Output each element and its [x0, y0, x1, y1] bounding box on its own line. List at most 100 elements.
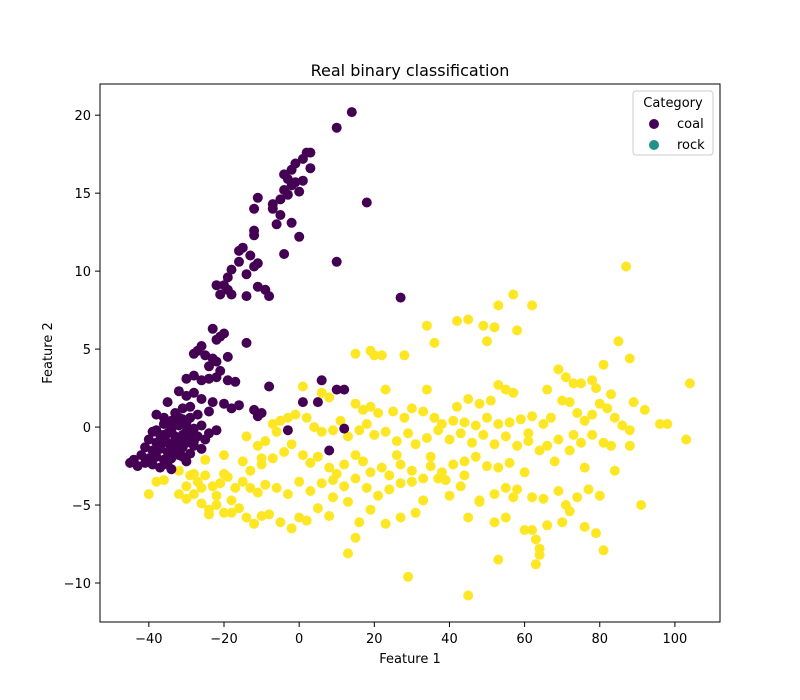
point-series-0-45 — [222, 284, 233, 295]
point-series-0-152 — [151, 425, 162, 436]
point-series-1-74 — [662, 419, 673, 429]
point-series-1-167 — [395, 478, 406, 489]
point-series-1-154 — [252, 487, 263, 498]
point-series-1-199 — [286, 523, 297, 534]
point-series-1-203 — [324, 511, 335, 521]
y-tick-label: −5 — [72, 499, 91, 514]
point-series-1-185 — [173, 489, 184, 500]
point-series-0-133 — [125, 457, 136, 468]
point-series-1-232 — [463, 590, 474, 601]
point-series-1-72 — [639, 404, 650, 415]
point-series-0-69 — [230, 376, 241, 387]
point-series-0-154 — [177, 451, 188, 462]
point-series-1-48 — [406, 403, 417, 414]
point-series-0-48 — [395, 292, 406, 303]
point-series-1-187 — [188, 489, 199, 500]
point-series-1-65 — [579, 415, 590, 426]
point-series-1-248 — [636, 500, 647, 510]
point-series-0-60 — [188, 348, 199, 359]
point-series-0-67 — [211, 372, 222, 383]
point-series-1-27 — [606, 389, 616, 400]
point-series-0-136 — [147, 459, 158, 470]
point-series-1-89 — [380, 426, 391, 437]
point-series-0-52 — [211, 334, 222, 345]
point-series-0-157 — [170, 419, 181, 429]
point-series-0-70 — [264, 381, 275, 392]
point-series-0-82 — [252, 411, 263, 422]
point-series-1-168 — [406, 476, 417, 487]
point-series-1-231 — [403, 571, 414, 582]
point-series-0-86 — [297, 397, 308, 408]
point-series-1-239 — [226, 507, 237, 518]
point-series-1-175 — [500, 482, 511, 493]
point-series-0-146 — [181, 417, 192, 428]
y-tick-label: 0 — [83, 421, 91, 436]
point-series-1-103 — [534, 445, 545, 456]
point-series-1-36 — [380, 384, 391, 395]
point-series-0-59 — [241, 337, 252, 348]
point-series-1-177 — [527, 492, 538, 503]
point-series-0-143 — [158, 412, 169, 423]
point-series-1-22 — [587, 375, 598, 386]
legend-marker-coal — [649, 119, 659, 129]
point-series-0-24 — [271, 219, 282, 230]
point-series-1-46 — [388, 406, 399, 417]
point-series-1-85 — [343, 431, 353, 442]
point-series-0-27 — [294, 231, 305, 242]
point-series-0-64 — [188, 370, 199, 381]
point-series-1-84 — [335, 415, 346, 426]
point-series-1-112 — [252, 440, 263, 451]
point-series-0-156 — [162, 437, 173, 448]
point-series-1-55 — [482, 412, 492, 423]
point-series-1-41 — [324, 392, 335, 403]
point-series-1-26 — [591, 383, 601, 394]
point-series-1-135 — [418, 473, 429, 484]
point-series-0-139 — [166, 464, 177, 475]
chart-title: Real binary classification — [311, 61, 510, 80]
point-series-0-141 — [324, 445, 335, 456]
point-series-0-46 — [264, 291, 275, 302]
point-series-0-36 — [222, 272, 233, 283]
point-series-0-20 — [267, 203, 278, 214]
point-series-1-124 — [312, 451, 323, 462]
point-series-1-171 — [444, 490, 455, 501]
point-series-0-117 — [196, 443, 207, 454]
point-series-1-253 — [455, 481, 466, 492]
point-series-1-76 — [290, 409, 301, 420]
point-series-1-215 — [527, 525, 538, 535]
point-series-0-150 — [188, 436, 199, 447]
point-series-1-106 — [564, 445, 575, 456]
legend-marker-rock — [649, 140, 659, 150]
x-tick-label: 20 — [366, 632, 383, 647]
point-series-1-179 — [553, 486, 564, 496]
point-series-1-176 — [512, 484, 523, 495]
point-series-1-63 — [564, 397, 575, 408]
point-series-1-252 — [508, 492, 519, 503]
point-series-0-134 — [132, 461, 143, 472]
y-axis-label: Feature 2 — [41, 322, 56, 384]
point-series-1-111 — [241, 431, 252, 442]
point-series-1-61 — [545, 412, 556, 423]
point-series-1-6 — [463, 314, 474, 325]
point-series-1-155 — [260, 479, 271, 490]
point-series-1-237 — [211, 490, 222, 501]
point-series-1-198 — [275, 517, 286, 528]
point-series-1-202 — [312, 503, 323, 514]
point-series-1-193 — [234, 503, 244, 514]
point-series-1-0 — [621, 261, 632, 272]
point-series-1-1 — [508, 289, 519, 300]
point-series-0-153 — [170, 440, 181, 451]
point-series-1-218 — [534, 549, 545, 560]
point-series-1-152 — [237, 476, 248, 487]
point-series-1-87 — [361, 419, 372, 429]
point-series-1-182 — [583, 484, 594, 495]
point-series-1-246 — [579, 462, 590, 473]
point-series-1-93 — [421, 433, 432, 443]
point-series-1-157 — [282, 489, 293, 500]
point-series-0-85 — [339, 384, 350, 395]
point-series-0-58 — [222, 351, 233, 362]
point-series-1-7 — [478, 320, 489, 331]
point-series-1-210 — [463, 512, 474, 523]
point-series-0-63 — [181, 373, 192, 384]
point-series-1-214 — [519, 525, 530, 535]
